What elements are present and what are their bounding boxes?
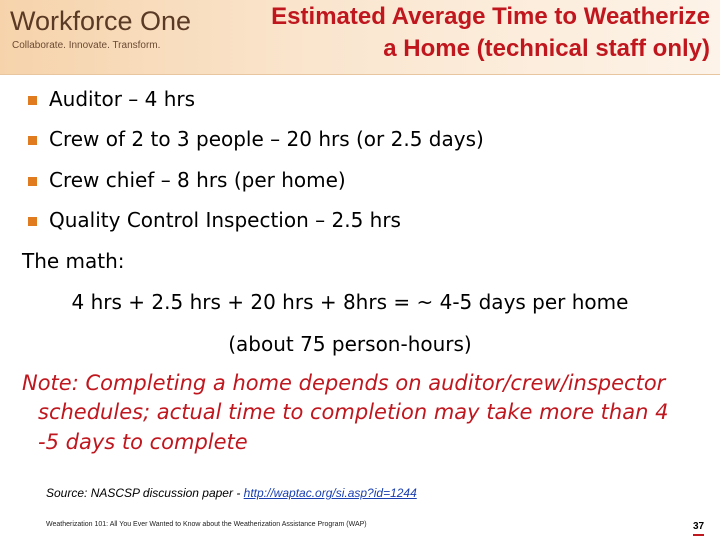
- math-label: The math:: [22, 249, 125, 273]
- logo: Workforce One: [10, 6, 192, 36]
- math-note: (about 75 person-hours): [228, 332, 472, 356]
- source-link[interactable]: http://waptac.org/si.asp?id=1244: [243, 486, 417, 500]
- source: Source: NASCSP discussion paper - http:/…: [46, 486, 417, 500]
- bullet-marker: [28, 96, 37, 105]
- title: a Home (technical staff only): [383, 35, 710, 62]
- title: Estimated Average Time to Weatherize: [271, 3, 710, 30]
- source-text: Source: NASCSP discussion paper -: [46, 486, 244, 500]
- bullet-text: Quality Control Inspection – 2.5 hrs: [49, 208, 401, 232]
- note-line: schedules; actual time to completion may…: [38, 400, 669, 424]
- note-line: -5 days to complete: [38, 430, 248, 454]
- note-line: Note: Completing a home depends on audit…: [22, 371, 666, 395]
- page-number: 37: [693, 521, 705, 536]
- bullet-marker: [28, 217, 37, 226]
- bullet-text: Auditor – 4 hrs: [49, 87, 196, 111]
- math-equation: 4 hrs + 2.5 hrs + 20 hrs + 8hrs = ~ 4-5 …: [71, 290, 629, 314]
- bullet-marker: [28, 136, 37, 145]
- header-bar: [0, 0, 720, 75]
- bullet-marker: [28, 177, 37, 186]
- footer-text: Weatherization 101: All You Ever Wanted …: [46, 521, 367, 528]
- logo-tagline: Collaborate. Innovate. Transform.: [12, 40, 161, 51]
- bullet-text: Crew chief – 8 hrs (per home): [49, 168, 346, 192]
- bullet-text: Crew of 2 to 3 people – 20 hrs (or 2.5 d…: [49, 127, 484, 151]
